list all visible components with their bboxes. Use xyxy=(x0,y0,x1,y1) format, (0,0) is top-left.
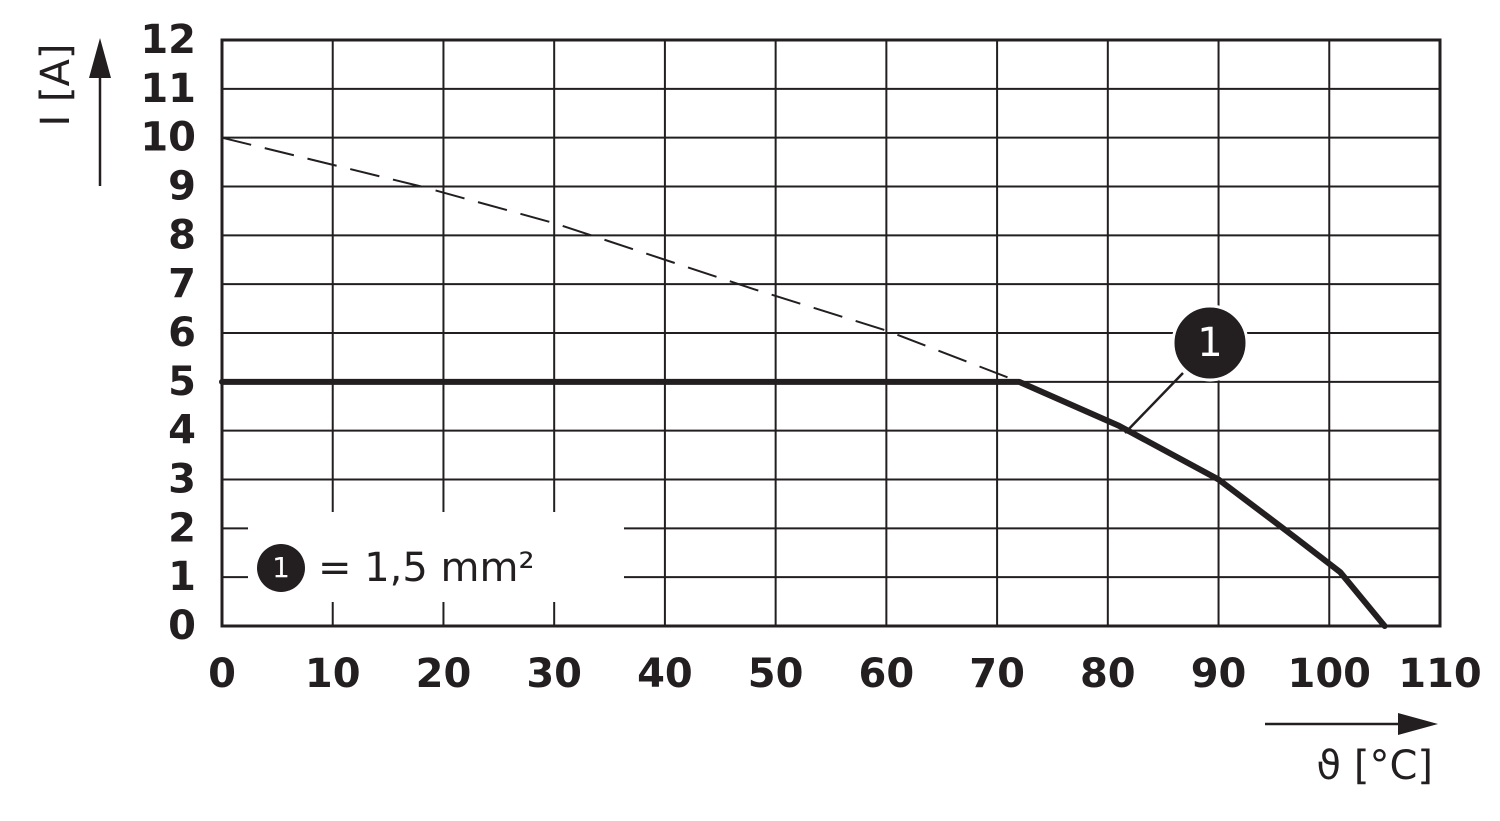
y-tick-label: 7 xyxy=(168,261,196,307)
x-tick-label: 0 xyxy=(208,651,236,697)
annotation-leader xyxy=(1124,372,1184,434)
legend-text: = 1,5 mm² xyxy=(318,545,535,591)
y-tick-label: 6 xyxy=(168,310,196,356)
plot-frame xyxy=(220,38,1442,628)
annotation-circle xyxy=(1171,304,1249,382)
x-tick-label: 30 xyxy=(526,651,582,697)
legend-marker xyxy=(257,544,305,592)
legend-marker-text: 1 xyxy=(272,551,290,584)
x-tick-label: 40 xyxy=(637,651,693,697)
x-tick-label: 20 xyxy=(416,651,472,697)
y-arrow-head xyxy=(89,38,111,78)
y-tick-label: 2 xyxy=(168,505,196,551)
y-tick-label: 1 xyxy=(168,554,196,600)
x-arrow-head xyxy=(1398,713,1438,735)
x-tick-label: 50 xyxy=(748,651,804,697)
x-tick-label: 70 xyxy=(969,651,1025,697)
series-line xyxy=(219,378,1388,629)
series-line xyxy=(221,136,1020,383)
x-axis-label: ϑ [°C] xyxy=(1316,743,1433,789)
x-tick-label: 100 xyxy=(1288,651,1372,697)
y-tick-label: 4 xyxy=(168,408,196,454)
y-tick-label: 12 xyxy=(140,17,196,63)
x-tick-label: 90 xyxy=(1191,651,1247,697)
y-tick-label: 3 xyxy=(168,457,196,503)
legend-box xyxy=(248,512,624,602)
y-tick-label: 9 xyxy=(168,164,196,210)
y-axis-label: I [A] xyxy=(33,43,79,126)
annotation-text: 1 xyxy=(1197,320,1222,366)
y-tick-label: 5 xyxy=(168,359,196,405)
x-tick-label: 60 xyxy=(859,651,915,697)
y-tick-label: 8 xyxy=(168,212,196,258)
y-tick-label: 10 xyxy=(140,115,196,161)
y-tick-label: 11 xyxy=(140,66,196,112)
x-tick-label: 10 xyxy=(305,651,361,697)
y-tick-label: 0 xyxy=(168,603,196,649)
x-tick-label: 110 xyxy=(1398,651,1482,697)
x-tick-label: 80 xyxy=(1080,651,1136,697)
